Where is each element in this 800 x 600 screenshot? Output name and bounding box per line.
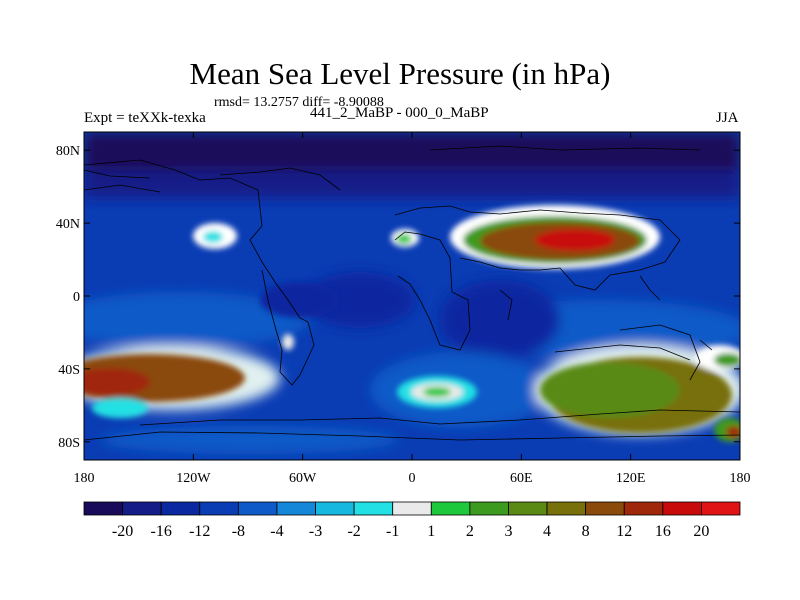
colorbar-label: -4 [270,523,283,540]
x-tick-label: 180 [74,471,95,486]
colorbar-label: -12 [189,523,210,540]
season-label: JJA [716,110,739,126]
colorbar-swatch [430,501,471,516]
y-tick-label: 0 [73,290,80,305]
y-axis: 80N 40N 0 40S 80S [56,144,740,451]
colorbar-swatch [623,501,664,516]
x-tick-label: 180 [730,471,751,486]
pressure-field [84,132,740,460]
colorbar-label: -8 [232,523,245,540]
colorbar-swatch [469,501,509,516]
colorbar-label: -1 [386,523,399,540]
colorbar-label: 20 [693,523,709,540]
colorbar-swatch [237,501,278,516]
colorbar-swatch [701,501,741,516]
colorbar-swatch [662,501,702,516]
x-tick-label: 120E [616,471,646,486]
colorbar-label: -20 [112,523,133,540]
colorbar-label: 12 [616,523,632,540]
colorbar-swatch [83,501,123,516]
coastlines [84,145,740,441]
colorbar-swatch [546,501,587,516]
x-tick-label: 60E [510,471,533,486]
colorbar-label: -2 [347,523,360,540]
colorbar-label: 1 [427,523,435,540]
x-tick-label: 0 [409,471,416,486]
colorbar-label: 2 [466,523,474,540]
y-tick-label: 40S [58,363,80,378]
x-tick-label: 120W [176,471,211,486]
x-axis: 180 120W 60W 0 60E 120E 180 [74,132,751,486]
y-tick-label: 80N [56,144,80,159]
colorbar-label: 8 [582,523,590,540]
stats-label: rmsd= 13.2757 diff= -8.90088 [214,95,384,110]
y-tick-label: 80S [58,436,80,451]
colorbar-label: 3 [504,523,512,540]
colorbar-swatch [585,501,625,516]
colorbar-label: 4 [543,523,551,540]
colorbar-swatch [392,501,432,516]
colorbar-swatch [122,501,162,516]
center-label: 441_2_MaBP - 000_0_MaBP [310,105,489,121]
colorbar-label: 16 [655,523,671,540]
colorbar-swatch [199,501,239,516]
chart-title: Mean Sea Level Pressure (in hPa) [189,56,611,91]
colorbar-swatch [276,501,316,516]
colorbar-swatch [315,501,355,516]
x-tick-label: 60W [289,471,317,486]
colorbar-swatch [508,501,548,516]
experiment-label: Expt = teXXk-texka [84,110,206,126]
colorbar-label: -3 [309,523,322,540]
colorbar-swatch [160,501,201,516]
colorbar-label: -16 [151,523,172,540]
y-tick-label: 40N [56,217,80,232]
colorbar: -20 -16 -12 -8 -4 -3 -2 -1 1 2 3 4 8 12 16 20 [83,501,741,540]
colorbar-swatch [353,501,394,516]
